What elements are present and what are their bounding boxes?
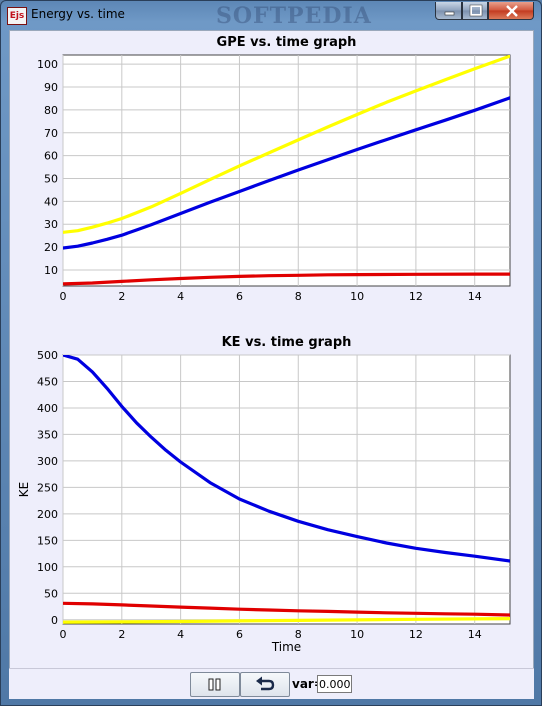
ke-y-tick-label: 450: [37, 375, 58, 388]
reset-button[interactable]: [240, 672, 290, 697]
gpe-y-tick-label: 100: [37, 58, 58, 71]
ke-y-tick-label: 50: [44, 587, 58, 600]
gpe-y-tick-label: 40: [44, 195, 58, 208]
close-button[interactable]: [488, 2, 534, 20]
gpe-series-line-1: [63, 96, 510, 250]
control-bar: var=: [9, 668, 534, 699]
ke-y-tick-label: 100: [37, 561, 58, 574]
gpe-y-tick-label: 50: [44, 173, 58, 186]
ke-plot-area: [62, 354, 511, 625]
gpe-y-tick-label: 10: [44, 264, 58, 277]
ke-x-tick-label: 6: [236, 628, 243, 641]
ke-series-line-0: [63, 355, 510, 563]
gpe-y-tick-label: 30: [44, 218, 58, 231]
gpe-chart: 0 2 4 6 8 10 12 14 10 20 30 40 50 60 70 80 90 100 GPE vs. …: [37, 35, 511, 303]
ke-x-tick-label: 14: [468, 628, 482, 641]
ke-chart: 0 2 4 6 8 10 12 14 0 50 100 150 200 250 300 350 400 450 50…: [17, 335, 511, 654]
var-label: var=: [292, 677, 324, 691]
minimize-button[interactable]: [435, 2, 462, 20]
ke-y-tick-label: 350: [37, 428, 58, 441]
ke-y-tick-label: 0: [51, 614, 58, 627]
gpe-series-line-0: [63, 55, 510, 234]
maximize-icon: [469, 4, 483, 17]
gpe-y-tick-label: 80: [44, 104, 58, 117]
ke-y-tick-label: 250: [37, 481, 58, 494]
drawing-panel: 0 2 4 6 8 10 12 14 10 20 30 40 50 60 70 80 90 100 GPE vs. …: [9, 30, 534, 699]
gpe-y-tick-label: 90: [44, 81, 58, 94]
ke-x-tick-label: 8: [295, 628, 302, 641]
gpe-x-tick-label: 10: [350, 290, 364, 303]
minimize-icon: [444, 11, 455, 16]
var-input[interactable]: [317, 675, 352, 693]
gpe-x-tick-label: 12: [409, 290, 423, 303]
ke-series-line-1: [63, 601, 510, 617]
gpe-plot-area: [62, 54, 511, 287]
close-icon: [506, 5, 518, 17]
gpe-y-tick-label: 20: [44, 241, 58, 254]
gpe-chart-title: GPE vs. time graph: [217, 35, 357, 50]
ke-y-tick-label: 200: [37, 508, 58, 521]
title-bar[interactable]: Ejs Energy vs. time SOFTPEDIA: [1, 1, 541, 29]
gpe-x-tick-label: 4: [177, 290, 184, 303]
gpe-x-tick-label: 8: [295, 290, 302, 303]
gpe-x-tick-label: 0: [60, 290, 67, 303]
ke-x-tick-label: 10: [350, 628, 364, 641]
watermark-logo: SOFTPEDIA: [216, 3, 372, 29]
ke-x-tick-label: 2: [118, 628, 125, 641]
undo-arrow-icon: [256, 676, 275, 691]
gpe-x-tick-label: 6: [236, 290, 243, 303]
ke-y-tick-label: 150: [37, 534, 58, 547]
pause-icon: [208, 678, 221, 691]
window-title: Energy vs. time: [31, 7, 125, 21]
ke-y-tick-label: 300: [37, 455, 58, 468]
ke-y-tick-label: 400: [37, 402, 58, 415]
ke-x-axis-label: Time: [271, 640, 301, 654]
ke-x-tick-label: 12: [409, 628, 423, 641]
ke-series-line-2: [63, 616, 510, 624]
ke-y-tick-label: 500: [37, 349, 58, 362]
gpe-y-tick-label: 70: [44, 127, 58, 140]
ejs-app-icon[interactable]: Ejs: [7, 7, 27, 25]
gpe-series-line-2: [63, 272, 510, 286]
gpe-x-tick-label: 14: [468, 290, 482, 303]
pause-button[interactable]: [190, 672, 240, 697]
ke-chart-title: KE vs. time graph: [222, 335, 352, 350]
gpe-x-tick-label: 2: [118, 290, 125, 303]
maximize-button[interactable]: [462, 2, 488, 20]
ke-x-tick-label: 0: [60, 628, 67, 641]
gpe-y-tick-label: 60: [44, 150, 58, 163]
ke-x-tick-label: 4: [177, 628, 184, 641]
ke-y-axis-label: KE: [17, 482, 31, 497]
